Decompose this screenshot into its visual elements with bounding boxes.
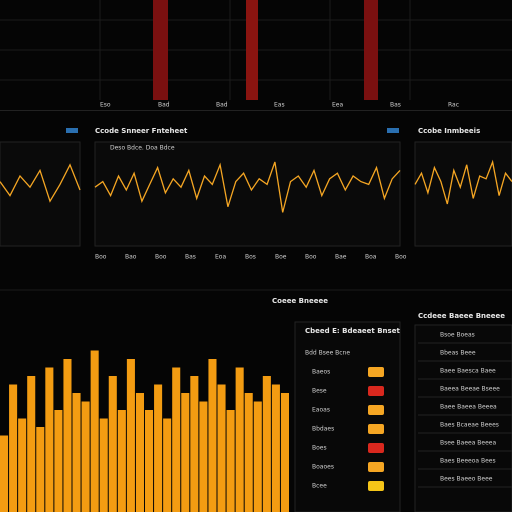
highlight-band	[364, 0, 378, 100]
table-title: Ccdeee Baeee Bneeee	[418, 312, 505, 320]
highlight-band	[246, 0, 258, 100]
panel-title: Ccode Snneer Fnteheet	[95, 127, 188, 135]
swatch	[368, 405, 384, 415]
row-label: Baee Baeea Beeea	[440, 404, 497, 411]
bar	[271, 384, 280, 512]
bar	[81, 401, 90, 512]
x-tick-label: Bos	[245, 254, 256, 261]
row-label: Bcee	[312, 483, 327, 490]
bar	[154, 384, 163, 512]
row-label: Bsoe Boeas	[440, 332, 475, 339]
panel	[94, 141, 401, 247]
bar	[262, 376, 271, 512]
x-tick-label: Boo	[305, 254, 317, 261]
bar	[27, 376, 36, 512]
swatch	[368, 386, 384, 396]
waveform	[414, 159, 512, 205]
section-title: Coeee Bneeee	[272, 297, 328, 305]
divider	[0, 110, 512, 111]
row-label: Bsee Baeea Beeea	[440, 440, 496, 447]
bar	[9, 384, 18, 512]
bar	[253, 401, 262, 512]
bar	[190, 376, 199, 512]
bar	[135, 393, 144, 512]
row-label: Boes	[312, 445, 327, 452]
x-tick-label: Boo	[155, 254, 167, 261]
row-label: Baee Baesca Baee	[440, 368, 496, 375]
swatch	[368, 462, 384, 472]
bar	[244, 393, 253, 512]
table-header: Bdd Bsee Bcne	[305, 350, 350, 357]
x-tick-label: Boe	[275, 254, 287, 261]
bar	[226, 410, 235, 512]
x-tick-label: Bas	[185, 254, 196, 261]
waveform	[94, 161, 401, 213]
highlight-band	[153, 0, 168, 100]
bar	[108, 376, 117, 512]
bar	[72, 393, 81, 512]
bar	[0, 435, 9, 512]
x-tick-label: Bao	[125, 254, 137, 261]
axis-label: Eas	[274, 102, 285, 109]
bar	[181, 393, 190, 512]
axis-label: Bas	[390, 102, 401, 109]
x-tick-label: Boo	[395, 254, 407, 261]
row-label: Baes Bcaeae Beees	[440, 422, 499, 429]
axis-label: Rac	[448, 102, 459, 109]
axis-label: Eso	[100, 102, 111, 109]
bar	[117, 410, 126, 512]
x-tick-label: Boo	[95, 254, 107, 261]
icon	[387, 128, 399, 133]
bar	[199, 401, 208, 512]
bar	[99, 418, 108, 512]
row-label: Baes Beeeoa Bees	[440, 458, 496, 465]
row-label: Boaoes	[312, 464, 334, 471]
bar	[145, 410, 154, 512]
bar	[172, 367, 181, 512]
swatch	[368, 443, 384, 453]
bar	[280, 393, 289, 512]
row-label: Eaoas	[312, 407, 330, 414]
bar	[36, 427, 45, 512]
table-title: Cbeed E: Bdeaeet Bnset	[305, 327, 400, 335]
bar	[90, 350, 99, 512]
panel-title: Ccobe Inmbeeis	[418, 127, 480, 135]
x-tick-label: Boa	[365, 254, 377, 261]
icon	[66, 128, 78, 133]
bar	[45, 367, 54, 512]
row-label: Bbeas Beee	[440, 350, 476, 357]
bar	[18, 418, 27, 512]
swatch	[368, 424, 384, 434]
x-tick-label: Eoa	[215, 254, 226, 261]
bar	[163, 418, 172, 512]
bar	[217, 384, 226, 512]
bar	[208, 359, 217, 512]
axis-label: Bad	[216, 102, 228, 109]
panel	[294, 321, 401, 512]
bar	[235, 367, 244, 512]
panel	[414, 324, 512, 512]
row-label: Bbdaes	[312, 426, 334, 433]
waveform	[0, 163, 81, 203]
row-label: Baeos	[312, 369, 330, 376]
axis-label: Bad	[158, 102, 170, 109]
axis-label: Eea	[332, 102, 343, 109]
panel	[0, 141, 81, 247]
panel-subtitle: Deso Bdce. Doa Bdce	[110, 145, 175, 152]
bar	[63, 359, 72, 512]
row-label: Bees Baeeo Beee	[440, 476, 493, 483]
panel	[414, 141, 512, 247]
x-tick-label: Bae	[335, 254, 347, 261]
swatch	[368, 367, 384, 377]
swatch	[368, 481, 384, 491]
bar	[126, 359, 135, 512]
bar	[54, 410, 63, 512]
row-label: Bese	[312, 388, 327, 395]
row-label: Baeea Beeae Bseee	[440, 386, 500, 393]
